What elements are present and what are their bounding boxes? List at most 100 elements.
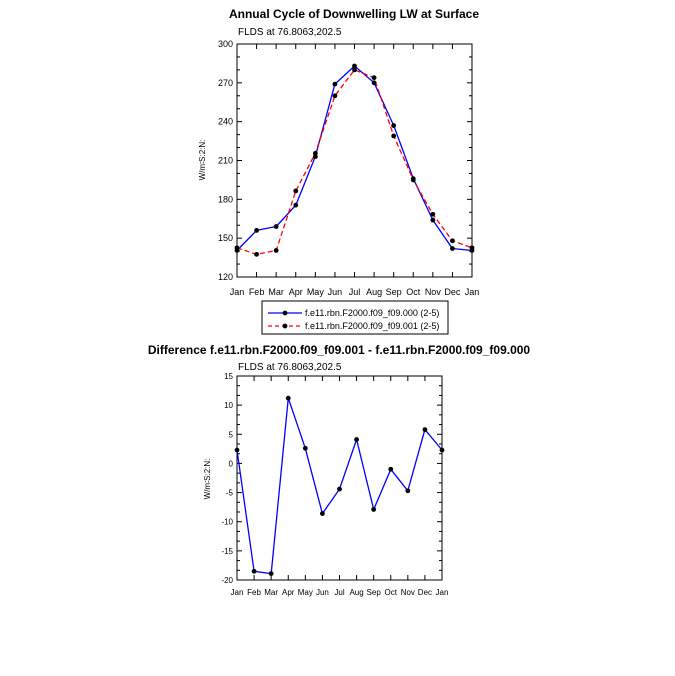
data-point xyxy=(430,217,436,223)
x-tick-labels: Jan Feb Mar Apr May Jun Jul Aug Sep Oct Nov Dec Jan xyxy=(230,287,480,297)
x-tick-label: Jun xyxy=(316,588,329,597)
data-point xyxy=(391,123,397,128)
y-axis-label: W/m∶S:2:N: xyxy=(198,140,207,181)
x-tick-label: May xyxy=(307,287,325,297)
x-tick-label: Aug xyxy=(366,287,382,297)
legend-label-000: f.e11.rbn.F2000.f09_f09.000 (2-5) xyxy=(305,308,439,318)
y-tick-label: 5 xyxy=(229,430,234,439)
y-axis-label: W/m∶S:2:N: xyxy=(203,459,212,500)
data-point xyxy=(371,75,377,81)
y-tick-label: -10 xyxy=(221,518,233,527)
x-tick-label: Feb xyxy=(247,588,261,597)
x-tick-label: Jul xyxy=(349,287,361,297)
data-point xyxy=(251,568,257,574)
y-tick-label: -20 xyxy=(221,576,233,585)
y-tick-label: 10 xyxy=(224,401,233,410)
y-tick-label: 0 xyxy=(229,459,234,468)
chart-title: Annual Cycle of Downwelling LW at Surfac… xyxy=(229,7,479,21)
x-tick-label: Oct xyxy=(385,588,398,597)
x-tick-label: Aug xyxy=(349,588,363,597)
data-point xyxy=(268,571,274,576)
difference-chart: Difference f.e11.rbn.F2000.f09_f09.001 -… xyxy=(148,343,531,597)
data-point xyxy=(332,81,338,87)
y-tick-label: 150 xyxy=(218,233,233,243)
chart-title: Difference f.e11.rbn.F2000.f09_f09.001 -… xyxy=(148,343,531,357)
series-group xyxy=(234,63,475,257)
data-point xyxy=(430,211,436,217)
data-point xyxy=(422,427,428,433)
x-tick-label: Nov xyxy=(401,588,415,597)
x-tick-label: Nov xyxy=(425,287,442,297)
data-point xyxy=(337,486,342,492)
data-point xyxy=(469,245,475,251)
y-tick-label: -15 xyxy=(221,547,233,556)
data-point xyxy=(254,251,259,257)
chart-subtitle: FLDS at 76.8063,202.5 xyxy=(238,362,342,373)
legend: f.e11.rbn.F2000.f09_f09.000 (2-5) f.e11.… xyxy=(261,300,449,335)
data-point xyxy=(234,447,240,453)
data-point xyxy=(391,133,397,139)
x-tick-label: Dec xyxy=(444,287,461,297)
y-tick-label: 180 xyxy=(218,194,233,204)
series-line-0 xyxy=(236,397,443,575)
data-point xyxy=(450,246,455,251)
y-tick-labels: 120 150 180 210 240 270 300 xyxy=(218,39,233,282)
x-tick-label: Jan xyxy=(231,588,244,597)
data-point xyxy=(371,80,377,86)
data-point xyxy=(405,488,411,494)
data-point xyxy=(450,238,455,244)
x-tick-label: Jan xyxy=(436,588,449,597)
data-point xyxy=(371,507,377,512)
x-tick-label: Mar xyxy=(264,588,278,597)
legend-label-001: f.e11.rbn.F2000.f09_f09.001 (2-5) xyxy=(305,321,439,331)
legend-box xyxy=(261,300,449,335)
x-tick-label: Feb xyxy=(249,287,265,297)
x-tick-labels: Jan Feb Mar Apr May Jun Jul Aug Sep Oct Nov Dec Jan xyxy=(231,588,449,597)
data-point xyxy=(293,188,299,194)
data-point xyxy=(439,447,445,453)
x-tick-label: Jan xyxy=(230,287,245,297)
y-tick-label: 300 xyxy=(218,39,233,49)
data-point xyxy=(302,445,308,451)
y-tick-label: 210 xyxy=(218,156,233,166)
data-point xyxy=(254,228,259,233)
y-tick-label: 270 xyxy=(218,78,233,88)
data-point xyxy=(352,67,357,73)
y-tick-label: 240 xyxy=(218,117,233,127)
y-tick-label: 120 xyxy=(218,272,233,282)
x-tick-label: Apr xyxy=(289,287,303,297)
data-point xyxy=(354,437,359,442)
data-point xyxy=(234,245,240,251)
x-tick-label: Sep xyxy=(386,287,402,297)
y-tick-labels: -20 -15 -10 -5 0 5 10 15 xyxy=(221,372,233,585)
legend-marker-001 xyxy=(282,323,288,329)
legend-marker-000 xyxy=(282,310,288,316)
x-tick-label: Mar xyxy=(268,287,284,297)
axis-ticks xyxy=(236,375,443,581)
axis-ticks xyxy=(236,43,473,278)
y-tick-label: -5 xyxy=(226,489,234,498)
annual-cycle-chart: Annual Cycle of Downwelling LW at Surfac… xyxy=(198,7,479,297)
data-point xyxy=(332,93,338,99)
data-point xyxy=(312,150,318,156)
data-point xyxy=(273,224,279,229)
data-point xyxy=(273,248,279,253)
data-point xyxy=(410,177,416,183)
data-point xyxy=(285,395,291,401)
x-tick-label: Jul xyxy=(334,588,344,597)
data-point xyxy=(388,466,394,472)
series-line-0 xyxy=(236,65,473,252)
series-group xyxy=(234,395,445,576)
data-point xyxy=(293,202,299,208)
x-tick-label: Dec xyxy=(418,588,432,597)
chart-subtitle: FLDS at 76.8063,202.5 xyxy=(238,27,342,38)
plot-frame xyxy=(236,43,473,278)
x-tick-label: Apr xyxy=(282,588,295,597)
data-point xyxy=(352,63,357,69)
x-tick-label: Jan xyxy=(465,287,480,297)
x-tick-label: May xyxy=(298,588,313,597)
x-tick-label: Oct xyxy=(406,287,421,297)
data-point xyxy=(320,511,325,516)
x-tick-label: Sep xyxy=(367,588,382,597)
